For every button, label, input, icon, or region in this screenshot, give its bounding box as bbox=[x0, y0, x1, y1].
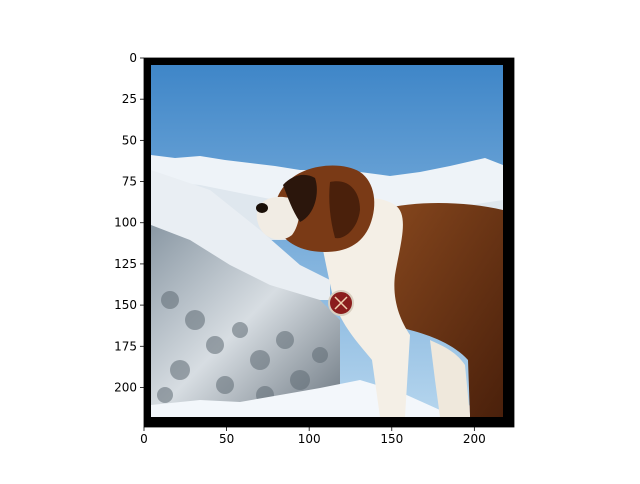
y-tick-label: 100 bbox=[114, 216, 137, 230]
dog bbox=[256, 165, 503, 417]
x-tick-label: 200 bbox=[463, 432, 486, 446]
x-tick-label: 100 bbox=[298, 432, 321, 446]
y-tick-label: 150 bbox=[114, 298, 137, 312]
image-panel bbox=[144, 58, 514, 427]
x-tick-label: 150 bbox=[380, 432, 403, 446]
x-axis: 0 50 100 150 200 bbox=[140, 427, 486, 446]
y-tick-label: 200 bbox=[114, 380, 137, 394]
y-tick-label: 25 bbox=[122, 92, 137, 106]
y-tick-label: 50 bbox=[122, 133, 137, 147]
x-tick-label: 0 bbox=[140, 432, 148, 446]
y-tick-label: 125 bbox=[114, 257, 137, 271]
tree-texture bbox=[157, 291, 328, 404]
axes bbox=[143, 57, 515, 428]
forest bbox=[151, 225, 340, 417]
x-tick-label: 50 bbox=[219, 432, 234, 446]
y-tick-label: 75 bbox=[122, 175, 137, 189]
y-tick-label: 0 bbox=[129, 51, 137, 65]
axes-frame bbox=[143, 57, 515, 428]
photo bbox=[151, 65, 503, 417]
y-tick-label: 175 bbox=[114, 339, 137, 353]
foreground-snow bbox=[151, 380, 503, 417]
y-axis: 0 25 50 75 100 125 150 175 200 bbox=[114, 51, 144, 394]
